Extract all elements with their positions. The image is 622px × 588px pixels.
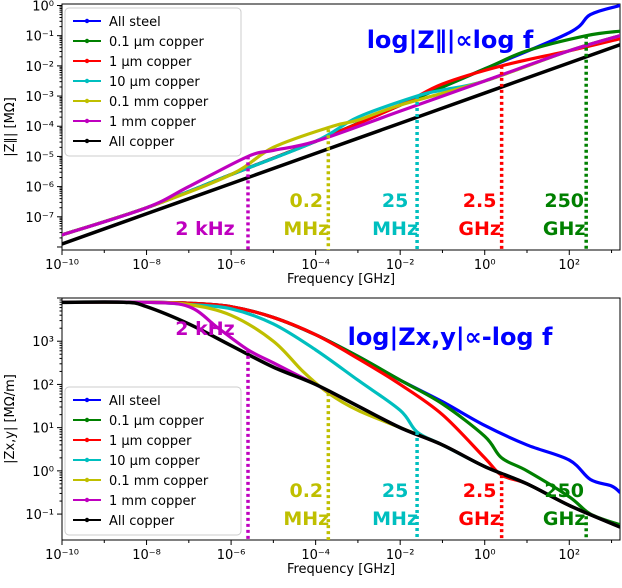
bottom-legend-label: 1 mm copper [109, 494, 196, 509]
top-legend-marker [84, 38, 90, 44]
bottom-chart-title: log|Zx,y|∝-log f [348, 323, 553, 351]
top-legend-label: 0.1 mm copper [109, 95, 209, 110]
bottom-x-tick-label: 10⁻⁶ [217, 548, 246, 563]
bottom-x-tick-label: 10² [558, 548, 580, 563]
bottom-y-tick-label: 10⁰ [32, 465, 54, 480]
top-legend-label: 10 μm copper [109, 75, 200, 90]
bottom-marker-label-unit: GHz [458, 508, 501, 530]
top-legend-marker [84, 18, 90, 24]
bottom-x-tick-label: 10⁻¹⁰ [45, 548, 79, 563]
top-legend-marker [84, 58, 90, 64]
top-legend-marker [84, 118, 90, 124]
top-x-tick-label: 10⁻⁸ [132, 258, 161, 273]
top-x-tick-label: 10⁻⁴ [301, 258, 330, 273]
bottom-legend-label: 10 μm copper [109, 454, 200, 469]
bottom-legend-marker [84, 517, 90, 523]
top-marker-label: 2 kHz [175, 218, 234, 240]
bottom-x-tick-label: 10⁻⁴ [301, 548, 330, 563]
bottom-y-tick-label: 10² [32, 378, 54, 393]
top-marker-label-unit: GHz [458, 218, 501, 240]
top-y-tick-label: 10⁰ [32, 0, 54, 15]
top-y-tick-label: 10⁻² [25, 60, 54, 75]
bottom-legend-box [64, 386, 242, 536]
bottom-legend: All steel 0.1 μm copper 1 μm copper 10 μm c… [64, 386, 242, 536]
top-x-tick-label: 10⁻² [386, 258, 415, 273]
top-x-tick-label: 10⁻⁶ [217, 258, 246, 273]
top-chart-title: log|Z∥|∝log f [367, 26, 534, 54]
top-series-group [62, 4, 620, 246]
top-legend-box [64, 7, 242, 157]
bottom-x-tick-label: 10⁰ [474, 548, 496, 563]
top-legend: All steel 0.1 μm copper 1 μm copper 10 μm c… [64, 7, 242, 157]
top-x-tick-label: 10⁻¹⁰ [45, 258, 79, 273]
bottom-x-tick-label: 10⁻² [386, 548, 415, 563]
top-legend-marker [84, 98, 90, 104]
bottom-marker-label: 25 [382, 480, 408, 502]
top-y-tick-label: 10⁻³ [25, 90, 54, 105]
bottom-x-tick-label: 10⁻⁸ [132, 548, 161, 563]
bottom-series-group [62, 300, 620, 529]
bottom-marker-label: 2 kHz [175, 318, 234, 340]
bottom-marker-label-unit: MHz [283, 508, 329, 530]
top-plot-frame [61, 3, 621, 251]
bottom-y-tick-label: 10¹ [32, 422, 54, 437]
bottom-plot-frame [61, 297, 621, 541]
top-marker-label-unit: GHz [543, 218, 586, 240]
top-legend-label: All steel [109, 15, 161, 30]
bottom-marker-label: 250 [544, 480, 584, 502]
top-legend-marker [84, 78, 90, 84]
bottom-legend-label: All copper [109, 514, 175, 529]
top-marker-label: 0.2 [289, 190, 323, 212]
top-marker-label-unit: MHz [372, 218, 418, 240]
top-x-tick-label: 10⁰ [474, 258, 496, 273]
bottom-legend-marker [84, 477, 90, 483]
bottom-legend-label: 0.1 mm copper [109, 474, 209, 489]
bottom-chart: 10⁻¹⁰ 10⁻⁸ 10⁻⁶ 10⁻⁴ 10⁻² 10⁰ 10² 10⁻¹ 10⁰ 10¹ 10²… [3, 297, 621, 577]
top-marker-label: 250 [544, 190, 584, 212]
top-y-tick-label: 10⁻⁶ [25, 181, 54, 196]
top-marker-label-unit: MHz [283, 218, 329, 240]
top-marker-label: 25 [382, 190, 408, 212]
top-y-tick-label: 10⁻⁷ [25, 211, 54, 226]
bottom-legend-marker [84, 457, 90, 463]
bottom-legend-marker [84, 437, 90, 443]
top-marker-label: 2.5 [463, 190, 497, 212]
top-series-1-mm-copper-line [62, 34, 620, 237]
top-legend-label: 0.1 μm copper [109, 35, 204, 50]
top-y-tick-label: 10⁻¹ [25, 30, 54, 45]
bottom-marker-label-unit: MHz [372, 508, 418, 530]
top-y-tick-label: 10⁻⁴ [25, 120, 54, 135]
top-x-axis-label: Frequency [GHz] [287, 272, 395, 287]
bottom-legend-label: 1 μm copper [109, 434, 192, 449]
top-chart: 10⁻¹⁰ 10⁻⁸ 10⁻⁶ 10⁻⁴ 10⁻² 10⁰ 10² 10⁻⁷ 10⁻⁶ 10⁻⁵ 1… [3, 0, 621, 287]
top-legend-marker [84, 138, 90, 144]
top-y-axis-label: |Z∥| [MΩ] [3, 97, 18, 157]
top-legend-label: 1 mm copper [109, 115, 196, 130]
top-series-all-copper-line [62, 42, 620, 246]
top-y-tick-label: 10⁻⁵ [25, 150, 54, 165]
bottom-marker-label: 2.5 [463, 480, 497, 502]
bottom-marker-label-unit: GHz [543, 508, 586, 530]
bottom-y-tick-label: 10⁻¹ [25, 508, 54, 523]
bottom-legend-label: 0.1 μm copper [109, 414, 204, 429]
bottom-y-tick-label: 10³ [32, 335, 54, 350]
bottom-y-axis-label: |Zx,y| [MΩ/m] [3, 374, 18, 464]
top-x-tick-label: 10² [558, 258, 580, 273]
bottom-marker-label: 0.2 [289, 480, 323, 502]
bottom-legend-marker [84, 497, 90, 503]
bottom-legend-label: All steel [109, 394, 161, 409]
bottom-legend-marker [84, 417, 90, 423]
bottom-series-all-copper-line [62, 300, 620, 529]
top-legend-label: 1 μm copper [109, 55, 192, 70]
top-legend-label: All copper [109, 135, 175, 150]
bottom-x-axis-label: Frequency [GHz] [287, 562, 395, 577]
bottom-legend-marker [84, 397, 90, 403]
